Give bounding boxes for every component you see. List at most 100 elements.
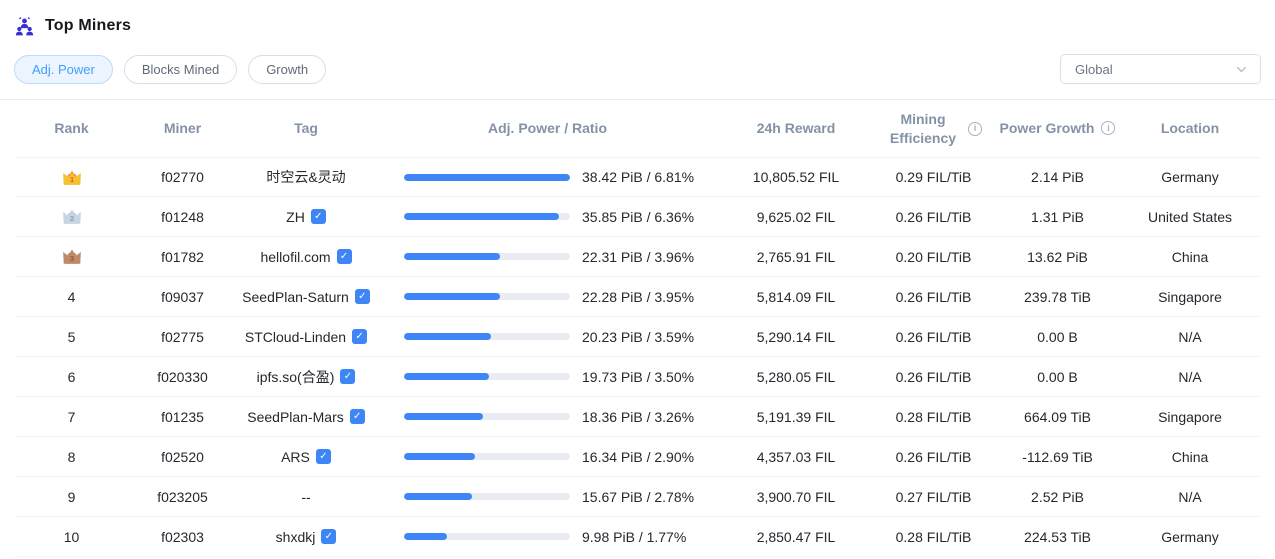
location-cell: China bbox=[1171, 248, 1209, 265]
rank-number: 7 bbox=[67, 408, 76, 425]
power-bar-track bbox=[404, 533, 570, 540]
tab-adj-power[interactable]: Adj. Power bbox=[14, 54, 113, 84]
power-ratio-value: 9.98 PiB / 1.77% bbox=[582, 528, 687, 545]
miner-id-link[interactable]: f02520 bbox=[161, 448, 204, 465]
growth-cell: 239.78 TiB bbox=[1024, 288, 1091, 305]
tag-cell: SeedPlan-Saturn ✓ bbox=[237, 289, 375, 305]
rank-cell: 3 bbox=[15, 247, 128, 266]
svg-text:3: 3 bbox=[69, 254, 73, 263]
tab-blocks-mined[interactable]: Blocks Mined bbox=[123, 54, 238, 84]
adj-power-cell: 38.42 PiB / 6.81% bbox=[375, 169, 720, 185]
svg-text:2: 2 bbox=[69, 214, 73, 223]
rank-cell: 9 bbox=[15, 489, 128, 505]
miner-id-link[interactable]: f01235 bbox=[161, 408, 204, 425]
power-bar-track bbox=[404, 173, 570, 181]
verified-badge-icon: ✓ bbox=[310, 209, 326, 224]
table-header-row: Rank Miner Tag Adj. Power / Ratio 24h Re… bbox=[15, 100, 1260, 157]
miner-tag: ipfs.so(合盈) bbox=[256, 368, 335, 385]
efficiency-cell: 0.26 FIL/TiB bbox=[895, 448, 972, 465]
column-header-miner: Miner bbox=[163, 120, 202, 137]
power-ratio-value: 15.67 PiB / 2.78% bbox=[582, 488, 695, 505]
table-row[interactable]: 6 f020330 ipfs.so(合盈) ✓ 19.73 PiB / 3.50% 5,2… bbox=[15, 357, 1260, 397]
power-bar-track bbox=[404, 373, 570, 380]
miner-tag: shxdkj bbox=[275, 528, 316, 545]
tag-cell: ARS ✓ bbox=[237, 449, 375, 465]
adj-power-cell: 20.23 PiB / 3.59% bbox=[375, 329, 720, 345]
power-ratio-value: 20.23 PiB / 3.59% bbox=[582, 328, 695, 345]
growth-cell: 664.09 TiB bbox=[1024, 408, 1091, 425]
top-miners-table: Rank Miner Tag Adj. Power / Ratio 24h Re… bbox=[0, 100, 1275, 557]
miner-id-link[interactable]: f01248 bbox=[161, 208, 204, 225]
rank-cell: 5 bbox=[15, 329, 128, 345]
miner-id-link[interactable]: f01782 bbox=[161, 248, 204, 265]
rank-cell: 4 bbox=[15, 289, 128, 305]
page-title: Top Miners bbox=[45, 17, 132, 34]
miner-tag: STCloud-Linden bbox=[244, 328, 347, 345]
tag-cell: SeedPlan-Mars ✓ bbox=[237, 409, 375, 425]
efficiency-cell: 0.26 FIL/TiB bbox=[895, 368, 972, 385]
adj-power-cell: 9.98 PiB / 1.77% bbox=[375, 529, 720, 545]
svg-text:1: 1 bbox=[69, 175, 74, 184]
power-bar-track bbox=[404, 253, 570, 260]
power-bar-fill bbox=[404, 373, 490, 380]
miner-id-link[interactable]: f02303 bbox=[161, 528, 204, 545]
power-bar-fill bbox=[404, 173, 570, 181]
column-header-growth: Power Growth i bbox=[995, 119, 1120, 138]
power-bar-fill bbox=[404, 213, 559, 220]
efficiency-cell: 0.28 FIL/TiB bbox=[895, 408, 972, 425]
growth-cell: 2.14 PiB bbox=[1031, 169, 1084, 185]
reward-cell: 9,625.02 FIL bbox=[756, 208, 836, 225]
tab-group: Adj. Power Blocks Mined Growth bbox=[14, 54, 327, 84]
power-bar-track bbox=[404, 333, 570, 340]
location-cell: Germany bbox=[1161, 169, 1219, 185]
rank-cell: 7 bbox=[15, 409, 128, 425]
power-bar-fill bbox=[404, 533, 448, 540]
growth-info-icon[interactable]: i bbox=[1101, 121, 1116, 136]
rank-number: 6 bbox=[67, 368, 76, 385]
table-row[interactable]: 9 f023205 -- 15.67 PiB / 2.78% 3,900.70 FIL 0… bbox=[15, 477, 1260, 517]
table-row[interactable]: 5 f02775 STCloud-Linden ✓ 20.23 PiB / 3.59% 5… bbox=[15, 317, 1260, 357]
column-header-reward: 24h Reward bbox=[756, 120, 836, 137]
adj-power-cell: 22.28 PiB / 3.95% bbox=[375, 289, 720, 305]
rank-number: 10 bbox=[63, 528, 80, 545]
miner-tag: SeedPlan-Mars bbox=[247, 408, 344, 425]
table-row[interactable]: 4 f09037 SeedPlan-Saturn ✓ 22.28 PiB / 3.95%… bbox=[15, 277, 1260, 317]
miner-id-link[interactable]: f09037 bbox=[161, 288, 204, 305]
power-ratio-value: 35.85 PiB / 6.36% bbox=[582, 208, 695, 225]
power-bar-fill bbox=[404, 253, 501, 260]
miner-id-link[interactable]: f02770 bbox=[161, 169, 204, 185]
rank-silver-crown-icon: 2 bbox=[62, 209, 81, 224]
power-ratio-value: 22.28 PiB / 3.95% bbox=[582, 288, 695, 305]
table-row[interactable]: 7 f01235 SeedPlan-Mars ✓ 18.36 PiB / 3.26% 5,… bbox=[15, 397, 1260, 437]
tab-growth[interactable]: Growth bbox=[248, 54, 327, 84]
adj-power-cell: 18.36 PiB / 3.26% bbox=[375, 409, 720, 425]
growth-cell: 0.00 B bbox=[1037, 328, 1078, 345]
table-row[interactable]: 1 f02770 时空云&灵动 38.42 PiB / 6.81% 10,805.52 … bbox=[15, 157, 1260, 197]
verified-badge-icon: ✓ bbox=[352, 329, 368, 344]
table-row[interactable]: 3 f01782 hellofil.com ✓ 22.31 PiB / 3.96% 2,7… bbox=[15, 237, 1260, 277]
table-row[interactable]: 10 f02303 shxdkj ✓ 9.98 PiB / 1.77% 2,850.47 … bbox=[15, 517, 1260, 557]
controls-row: Adj. Power Blocks Mined Growth Global bbox=[0, 41, 1275, 99]
verified-badge-icon: ✓ bbox=[336, 249, 352, 264]
miner-id-link[interactable]: f02775 bbox=[161, 328, 204, 345]
column-header-tag: Tag bbox=[294, 120, 318, 137]
power-bar-fill bbox=[404, 453, 475, 460]
rank-cell: 10 bbox=[15, 529, 128, 545]
rank-number: 4 bbox=[67, 288, 76, 305]
location-cell: Germany bbox=[1161, 528, 1219, 545]
efficiency-cell: 0.27 FIL/TiB bbox=[895, 488, 972, 505]
miner-id-link[interactable]: f023205 bbox=[157, 488, 208, 505]
table-row[interactable]: 2 f01248 ZH ✓ 35.85 PiB / 6.36% 9,625.02 FIL 0… bbox=[15, 197, 1260, 237]
growth-cell: 1.31 PiB bbox=[1031, 208, 1084, 225]
efficiency-cell: 0.29 FIL/TiB bbox=[895, 169, 972, 185]
region-select[interactable]: Global bbox=[1060, 54, 1261, 84]
efficiency-info-icon[interactable]: i bbox=[968, 121, 982, 136]
power-bar-fill bbox=[404, 333, 492, 340]
reward-cell: 5,290.14 FIL bbox=[756, 328, 836, 345]
power-ratio-value: 16.34 PiB / 2.90% bbox=[582, 448, 695, 465]
rank-cell: 6 bbox=[15, 369, 128, 385]
miner-id-link[interactable]: f020330 bbox=[157, 368, 208, 385]
table-row[interactable]: 8 f02520 ARS ✓ 16.34 PiB / 2.90% 4,357.03 FIL… bbox=[15, 437, 1260, 477]
power-bar-fill bbox=[404, 413, 484, 420]
